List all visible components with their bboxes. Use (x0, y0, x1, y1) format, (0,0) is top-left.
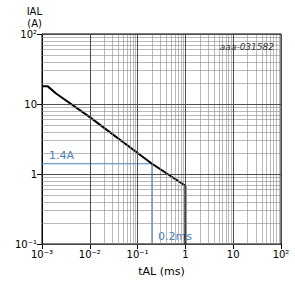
svg-text:0.2ms: 0.2ms (158, 230, 192, 243)
svg-text:1.4A: 1.4A (49, 149, 74, 162)
svg-text:aaa-031582: aaa-031582 (220, 42, 274, 52)
svg-text:10²: 10² (273, 249, 290, 260)
svg-text:10⁻¹: 10⁻¹ (127, 249, 149, 260)
svg-text:tAL (ms): tAL (ms) (138, 265, 185, 278)
svg-text:1: 1 (182, 249, 188, 260)
svg-text:1: 1 (31, 169, 37, 180)
svg-text:10²: 10² (20, 29, 37, 40)
svg-text:10⁻¹: 10⁻¹ (15, 238, 37, 250)
svg-text:10: 10 (227, 249, 240, 260)
svg-text:10⁻²: 10⁻² (79, 249, 101, 260)
svg-text:IAL: IAL (27, 6, 43, 17)
svg-text:10: 10 (24, 99, 37, 110)
svg-text:10⁻³: 10⁻³ (31, 249, 53, 260)
svg-text:(A): (A) (27, 18, 42, 29)
